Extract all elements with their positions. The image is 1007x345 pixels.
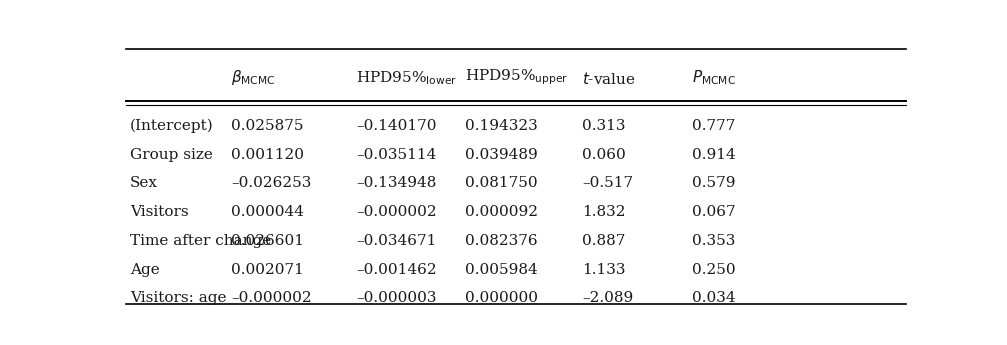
Text: 0.001120: 0.001120	[232, 148, 304, 162]
Text: –0.000002: –0.000002	[356, 205, 437, 219]
Text: 0.914: 0.914	[692, 148, 735, 162]
Text: 0.777: 0.777	[692, 119, 735, 133]
Text: 0.081750: 0.081750	[465, 176, 538, 190]
Text: 0.000000: 0.000000	[465, 291, 539, 305]
Text: 0.002071: 0.002071	[232, 263, 304, 276]
Text: 0.579: 0.579	[692, 176, 735, 190]
Text: –0.035114: –0.035114	[356, 148, 436, 162]
Text: –0.517: –0.517	[582, 176, 633, 190]
Text: –0.134948: –0.134948	[356, 176, 436, 190]
Text: Age: Age	[130, 263, 159, 276]
Text: 0.026601: 0.026601	[232, 234, 304, 248]
Text: Group size: Group size	[130, 148, 212, 162]
Text: –0.026253: –0.026253	[232, 176, 311, 190]
Text: 0.000092: 0.000092	[465, 205, 539, 219]
Text: Visitors: Visitors	[130, 205, 188, 219]
Text: 0.313: 0.313	[582, 119, 626, 133]
Text: –0.001462: –0.001462	[356, 263, 437, 276]
Text: –2.089: –2.089	[582, 291, 633, 305]
Text: –0.140170: –0.140170	[356, 119, 437, 133]
Text: –0.000002: –0.000002	[232, 291, 312, 305]
Text: 0.060: 0.060	[582, 148, 626, 162]
Text: 0.067: 0.067	[692, 205, 735, 219]
Text: 0.000044: 0.000044	[232, 205, 304, 219]
Text: 0.005984: 0.005984	[465, 263, 538, 276]
Text: 0.034: 0.034	[692, 291, 735, 305]
Text: 0.025875: 0.025875	[232, 119, 304, 133]
Text: $t$-value: $t$-value	[582, 71, 636, 87]
Text: Visitors: age: Visitors: age	[130, 291, 227, 305]
Text: 0.194323: 0.194323	[465, 119, 538, 133]
Text: 0.039489: 0.039489	[465, 148, 538, 162]
Text: HPD95%$_{\mathrm{upper}}$: HPD95%$_{\mathrm{upper}}$	[465, 67, 569, 87]
Text: 0.353: 0.353	[692, 234, 735, 248]
Text: 1.832: 1.832	[582, 205, 626, 219]
Text: Sex: Sex	[130, 176, 158, 190]
Text: –0.034671: –0.034671	[356, 234, 436, 248]
Text: –0.000003: –0.000003	[356, 291, 437, 305]
Text: 0.082376: 0.082376	[465, 234, 538, 248]
Text: HPD95%$_{\mathrm{lower}}$: HPD95%$_{\mathrm{lower}}$	[356, 69, 457, 87]
Text: $P_{\mathrm{MCMC}}$: $P_{\mathrm{MCMC}}$	[692, 68, 736, 87]
Text: (Intercept): (Intercept)	[130, 119, 213, 133]
Text: 0.250: 0.250	[692, 263, 735, 276]
Text: 1.133: 1.133	[582, 263, 626, 276]
Text: $\beta_{\mathrm{MCMC}}$: $\beta_{\mathrm{MCMC}}$	[232, 68, 276, 87]
Text: 0.887: 0.887	[582, 234, 625, 248]
Text: Time after change: Time after change	[130, 234, 271, 248]
